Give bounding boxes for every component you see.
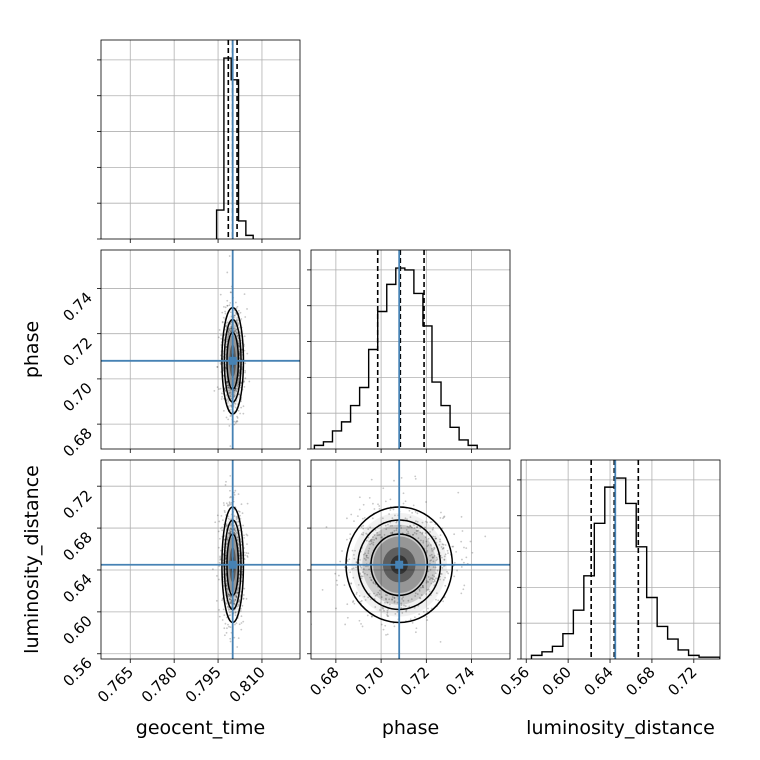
y-tick-label-phase: 0.72 xyxy=(59,334,95,370)
y-tick-label-phase: 0.70 xyxy=(59,379,95,415)
x-tick-label-phase: 0.70 xyxy=(352,663,388,699)
x-tick-label-luminosity_distance: 0.68 xyxy=(622,663,658,699)
x-tick-label-luminosity_distance: 0.56 xyxy=(497,663,533,699)
y-tick-label-luminosity_distance: 0.64 xyxy=(59,570,95,606)
y-tick-label-luminosity_distance: 0.68 xyxy=(59,528,95,564)
panel-frame xyxy=(100,249,301,450)
pair-panel-geocent_time-luminosity_distance xyxy=(97,459,301,663)
truth-marker xyxy=(228,560,237,569)
panel-frame xyxy=(100,39,301,240)
histogram-geocent_time xyxy=(215,57,254,239)
pair-panel-geocent_time-phase xyxy=(97,249,301,453)
panel-frame xyxy=(310,459,511,660)
y-tick-label-phase: 0.74 xyxy=(59,289,95,325)
truth-marker xyxy=(395,560,404,569)
x-tick-label-geocent_time: 0.810 xyxy=(226,663,269,706)
x-tick-label-phase: 0.72 xyxy=(397,663,433,699)
y-axis-label-luminosity_distance: luminosity_distance xyxy=(21,465,43,654)
y-tick-label-phase: 0.68 xyxy=(59,424,95,460)
hist-panel-luminosity_distance xyxy=(517,459,721,663)
y-tick-label-luminosity_distance: 0.60 xyxy=(59,612,95,648)
hist-panel-phase xyxy=(307,249,511,453)
truth-marker xyxy=(228,356,237,365)
y-tick-label-luminosity_distance: 0.72 xyxy=(59,486,95,522)
x-tick-label-geocent_time: 0.765 xyxy=(94,663,137,706)
x-axis-label-luminosity_distance: luminosity_distance xyxy=(526,717,715,739)
x-tick-label-phase: 0.74 xyxy=(442,663,478,699)
panel-frame xyxy=(100,459,301,660)
x-tick-label-luminosity_distance: 0.72 xyxy=(664,663,700,699)
y-axis-label-phase: phase xyxy=(21,321,43,378)
x-tick-label-geocent_time: 0.780 xyxy=(138,663,181,706)
x-tick-label-luminosity_distance: 0.64 xyxy=(581,663,617,699)
histogram-phase xyxy=(313,267,478,449)
histogram-luminosity_distance xyxy=(530,477,720,659)
x-tick-label-luminosity_distance: 0.60 xyxy=(539,663,575,699)
hist-panel-geocent_time xyxy=(97,39,301,243)
x-tick-label-phase: 0.68 xyxy=(306,663,342,699)
panel-frame xyxy=(310,249,511,450)
x-tick-label-geocent_time: 0.795 xyxy=(182,663,225,706)
x-axis-label-phase: phase xyxy=(382,717,439,739)
y-tick-label-luminosity_distance: 0.56 xyxy=(59,654,95,690)
x-axis-label-geocent_time: geocent_time xyxy=(136,717,265,739)
pair-panel-phase-luminosity_distance xyxy=(307,459,511,663)
panel-frame xyxy=(520,459,721,660)
